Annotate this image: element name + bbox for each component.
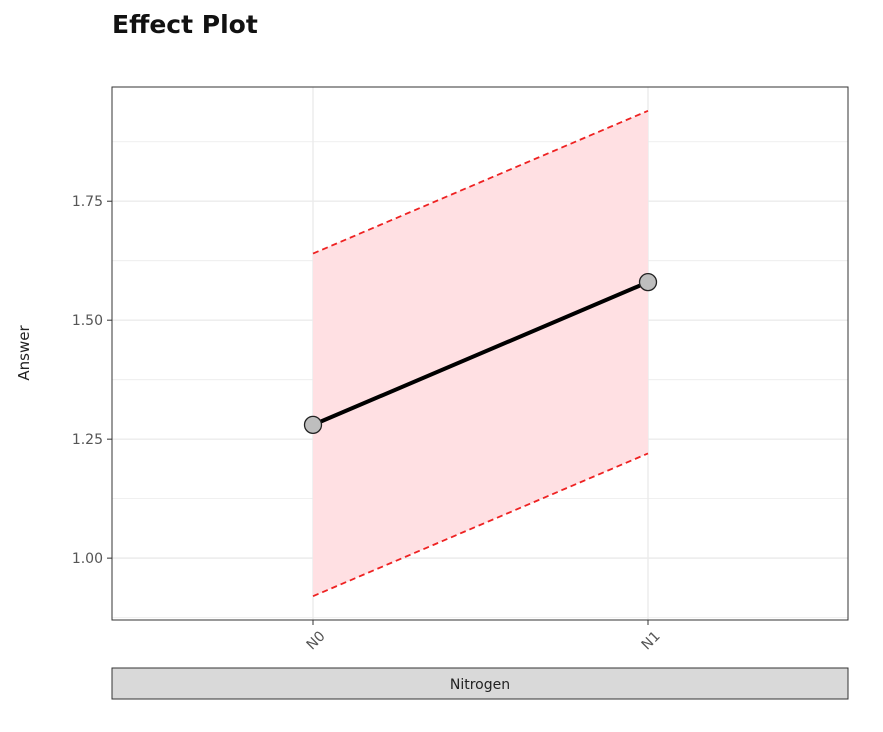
effect-points — [303, 272, 658, 435]
y-tick-label: 1.00 — [72, 551, 103, 567]
y-tick-label: 1.25 — [72, 432, 103, 448]
plot-panel-border — [111, 86, 849, 621]
x-axis: N0 N1 — [304, 620, 664, 653]
data-point — [303, 415, 323, 435]
effect-line — [311, 280, 650, 427]
lower-bound-line — [312, 452, 649, 598]
confidence-bound-lines — [312, 109, 649, 598]
effect-line-series — [311, 280, 650, 427]
x-axis-strip — [111, 667, 849, 700]
x-tick-label: N1 — [639, 628, 664, 653]
data-point — [638, 272, 658, 292]
x-tick-label: N0 — [304, 628, 329, 653]
y-tick-label: 1.75 — [72, 194, 103, 210]
upper-bound-line — [312, 109, 649, 255]
chart-title: Effect Plot — [112, 10, 258, 39]
y-axis-title: Answer — [15, 325, 33, 381]
y-axis: 1.00 1.25 1.50 1.75 — [72, 194, 112, 567]
y-tick-label: 1.50 — [72, 313, 103, 329]
x-axis-title: Nitrogen — [450, 677, 510, 693]
